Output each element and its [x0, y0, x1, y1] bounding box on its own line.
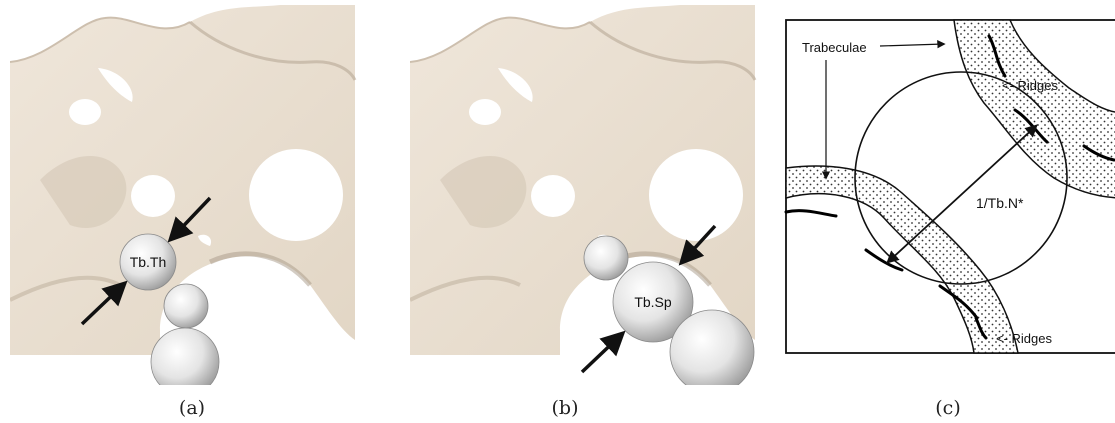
arrows — [80, 196, 212, 326]
diameter-arrow — [886, 124, 1038, 264]
arrows — [580, 224, 717, 374]
tb-sp-sphere — [612, 261, 694, 343]
caption-b: (b) — [551, 397, 579, 419]
tb-sp-label: Tb.Sp — [634, 294, 672, 310]
bone-structure — [410, 5, 757, 355]
panel-c-schematic: 1/Tb.N* Trabeculae <- Ridges <- Ridges — [784, 19, 1115, 354]
arrow-upper — [678, 224, 717, 266]
sphere-partial — [669, 309, 755, 385]
tb-th-sphere — [119, 233, 177, 291]
trabecula-top — [953, 19, 1115, 199]
inscribed-circle — [854, 71, 1068, 285]
bone-structure — [10, 5, 357, 355]
sphere-partial — [150, 327, 220, 385]
sphere-small — [163, 283, 209, 329]
trabeculae-label: Trabeculae — [802, 40, 867, 55]
arrow-lower — [80, 280, 128, 326]
caption-a: (a) — [178, 397, 206, 419]
trabeculae-pointer-right — [879, 40, 946, 49]
thickness-spheres: Tb.Th — [119, 233, 220, 385]
arrow-lower — [580, 330, 626, 374]
panel-b-render: Tb.Sp — [410, 5, 757, 385]
caption-c: (c) — [935, 397, 961, 419]
panel-a-render: Tb.Th — [10, 5, 357, 385]
arrow-upper — [167, 196, 212, 243]
tb-th-label: Tb.Th — [130, 254, 167, 270]
ridges-label-bottom: <- Ridges — [996, 331, 1052, 346]
sphere-small — [583, 235, 629, 281]
ridges-label-top: <- Ridges — [1002, 78, 1058, 93]
diameter-label: 1/Tb.N* — [976, 195, 1024, 211]
spacing-spheres: Tb.Sp — [583, 235, 755, 385]
